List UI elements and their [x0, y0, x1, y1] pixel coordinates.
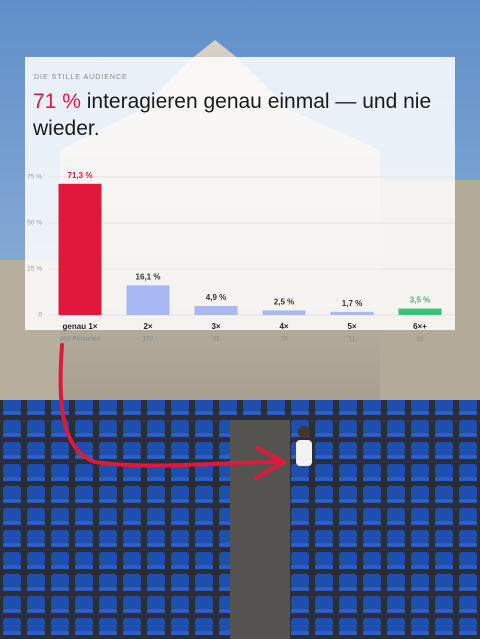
bar	[58, 183, 102, 315]
bar	[194, 305, 238, 315]
value-label: 3,5 %	[410, 296, 430, 305]
value-label: 4,9 %	[206, 293, 226, 302]
headline-rest: interagieren genau einmal — und nie wiede…	[32, 90, 431, 140]
y-tick-label: 50 %	[27, 220, 42, 227]
x-tick-label: 4×	[279, 322, 288, 331]
x-sublabel: 102	[143, 336, 154, 343]
value-label: 2,5 %	[274, 298, 294, 307]
x-tick-label: genau 1×	[63, 322, 98, 331]
y-tick-label: 25 %	[27, 266, 42, 273]
x-tick-label: 5×	[347, 322, 356, 331]
x-sublabel: 16	[280, 336, 288, 343]
value-label: 71,3 %	[68, 171, 93, 180]
x-sublabel: 11	[349, 336, 356, 343]
value-label: 16,1 %	[136, 272, 161, 281]
value-label: 1,7 %	[342, 299, 362, 308]
y-tick-label: 75 %	[27, 174, 42, 181]
x-sublabel: 31	[212, 336, 220, 343]
x-tick-label: 2×	[143, 322, 152, 331]
headline: 71 % interagieren genau einmal — und nie…	[32, 90, 431, 140]
bar	[262, 310, 306, 315]
y-tick-label: 0	[38, 312, 42, 319]
bar	[398, 308, 442, 315]
bar	[330, 311, 374, 315]
headline-highlight: 71 %	[33, 90, 81, 113]
bar	[126, 285, 170, 315]
x-tick-label: 6×+	[413, 322, 427, 331]
x-sublabel: 22	[416, 336, 424, 343]
x-sublabel: 452 Personen	[60, 336, 101, 343]
x-tick-label: 3×	[211, 322, 220, 331]
kicker: DIE STILLE AUDIENCE	[34, 74, 128, 81]
